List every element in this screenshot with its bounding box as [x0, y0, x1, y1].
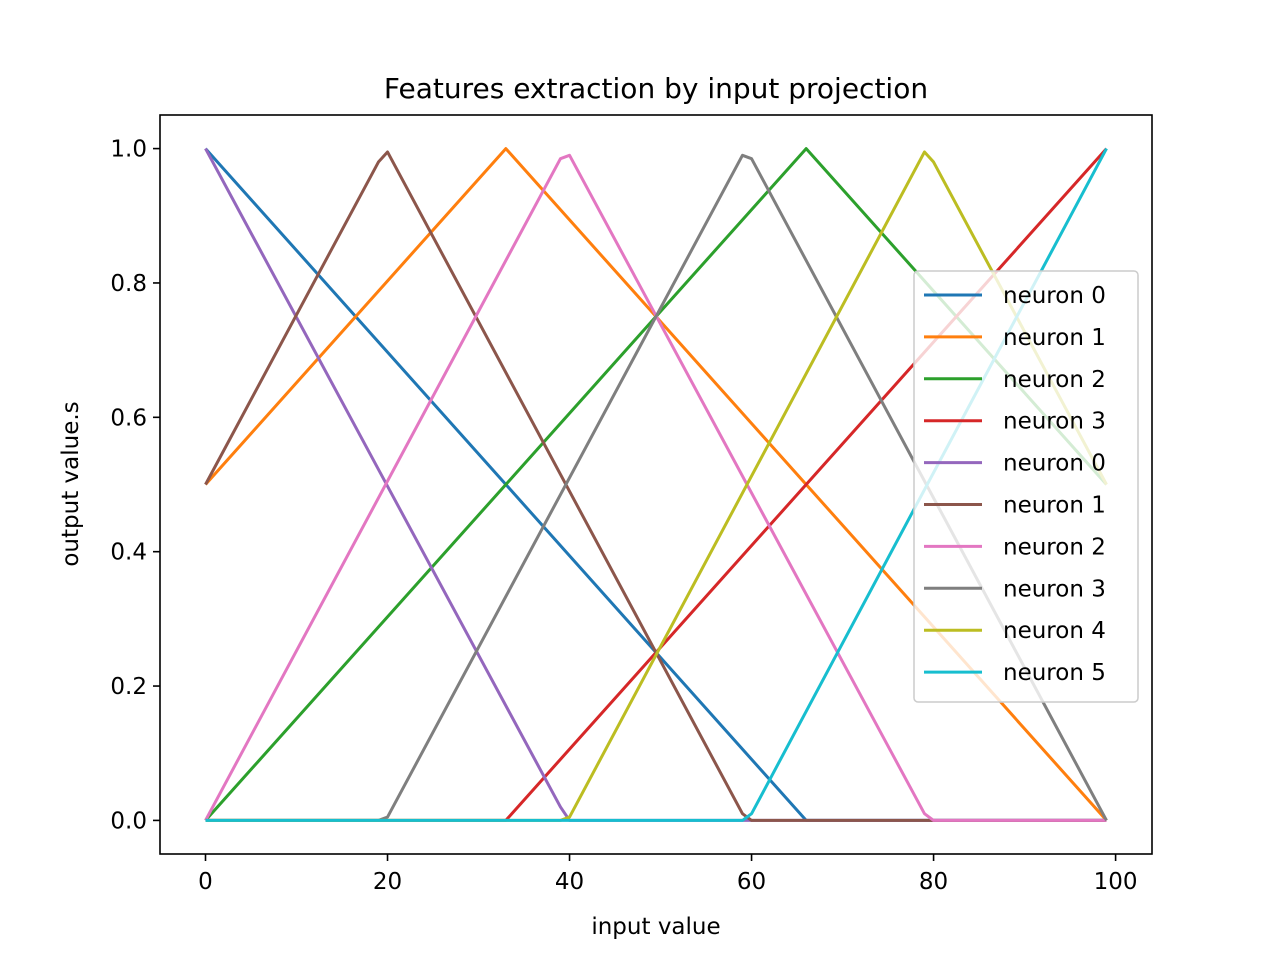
plot-frame [159, 114, 1153, 855]
x-tick-label-1: 20 [373, 869, 402, 895]
legend-label-1: neuron 1 [1003, 325, 1106, 351]
legend-label-3: neuron 3 [1003, 409, 1106, 435]
legend-label-8: neuron 4 [1003, 618, 1106, 644]
y-axis-label: output value.s [58, 401, 84, 566]
x-tick-label-0: 0 [198, 869, 213, 895]
legend-label-4: neuron 0 [1003, 451, 1106, 477]
x-axis-label: input value [591, 914, 720, 940]
legend-label-9: neuron 5 [1003, 660, 1106, 686]
y-tick-label-3: 0.6 [110, 405, 147, 431]
legend: neuron 0 neuron 1 neuron 2 neuron 3 neuron 0… [913, 270, 1139, 703]
x-tick-label-3: 60 [737, 869, 766, 895]
x-tick-label-2: 40 [555, 869, 584, 895]
legend-label-2: neuron 2 [1003, 367, 1106, 393]
chart-title: Features extraction by input projection [384, 72, 928, 105]
y-tick-label-4: 0.8 [110, 271, 147, 297]
y-tick-label-2: 0.4 [110, 540, 147, 566]
y-axis: 0.0 0.2 0.4 0.6 0.8 1.0 [110, 137, 160, 834]
y-tick-label-0: 0.0 [110, 808, 147, 834]
legend-label-0: neuron 0 [1003, 283, 1106, 309]
x-tick-label-4: 80 [919, 869, 948, 895]
series-line-5 [204, 150, 1107, 822]
legend-label-6: neuron 2 [1003, 534, 1106, 560]
legend-label-7: neuron 3 [1003, 576, 1106, 602]
series-line-1 [204, 147, 1108, 822]
legend-label-5: neuron 1 [1003, 493, 1106, 519]
x-axis: 0 20 40 60 80 100 [198, 854, 1138, 895]
x-tick-label-5: 100 [1094, 869, 1138, 895]
y-tick-label-5: 1.0 [110, 137, 147, 163]
y-tick-label-1: 0.2 [110, 674, 147, 700]
